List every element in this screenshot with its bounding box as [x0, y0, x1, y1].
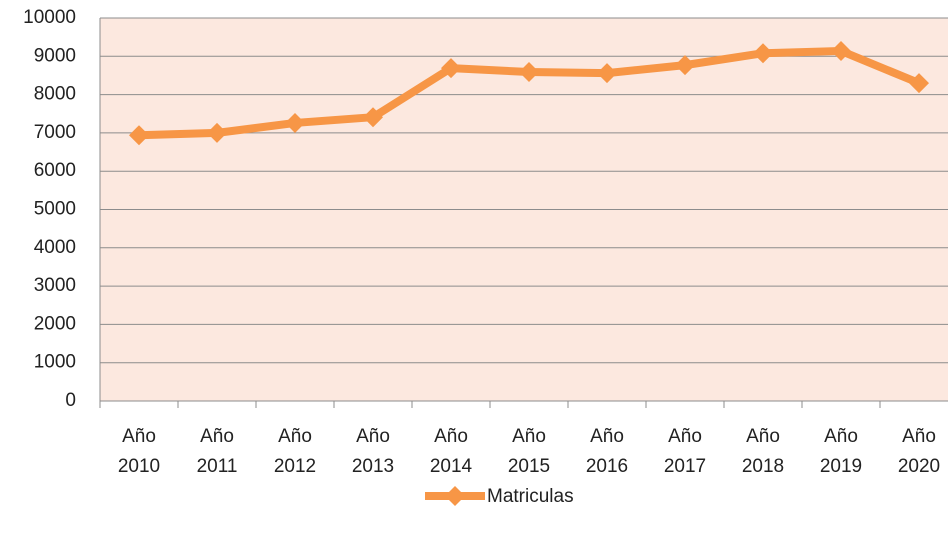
- point: [207, 122, 227, 143]
- point: [363, 107, 383, 128]
- x-tick-label: Año 2018: [742, 426, 784, 477]
- x-tick-label: Año 2010: [118, 426, 160, 477]
- x-tick-label: Año 2011: [197, 426, 238, 477]
- y-tick-label: 9000: [34, 45, 76, 66]
- y-tick-label: 7000: [34, 122, 76, 143]
- y-tick-label: 0: [65, 390, 76, 411]
- point: [129, 125, 149, 146]
- point: [675, 55, 695, 76]
- legend-label: Matriculas: [487, 486, 574, 507]
- point: [753, 43, 773, 64]
- legend-marker: [445, 486, 465, 506]
- y-tick-label: 2000: [34, 313, 76, 334]
- point: [909, 73, 929, 94]
- y-tick-label: 6000: [34, 160, 76, 181]
- point: [519, 62, 539, 83]
- x-tick-label: Año 2020: [898, 426, 940, 477]
- x-tick-label: Año 2013: [352, 426, 394, 477]
- point: [831, 40, 851, 61]
- point: [441, 58, 461, 79]
- point: [285, 112, 305, 133]
- y-tick-label: 3000: [34, 275, 76, 296]
- x-tick-label: Año 2017: [664, 426, 706, 477]
- y-tick-label: 5000: [34, 199, 76, 220]
- x-tick-label: Año 2019: [820, 426, 862, 477]
- x-tick-label: Año 2012: [274, 426, 316, 477]
- x-tick-label: Año 2015: [508, 426, 550, 477]
- y-tick-label: 4000: [34, 237, 76, 258]
- x-tick-label: Año 2014: [430, 426, 473, 477]
- y-tick-label: 8000: [34, 84, 76, 105]
- x-tick-label: Año 2016: [586, 426, 628, 477]
- point: [597, 63, 617, 84]
- y-tick-label: 1000: [34, 352, 76, 373]
- y-tick-label: 10000: [23, 7, 76, 28]
